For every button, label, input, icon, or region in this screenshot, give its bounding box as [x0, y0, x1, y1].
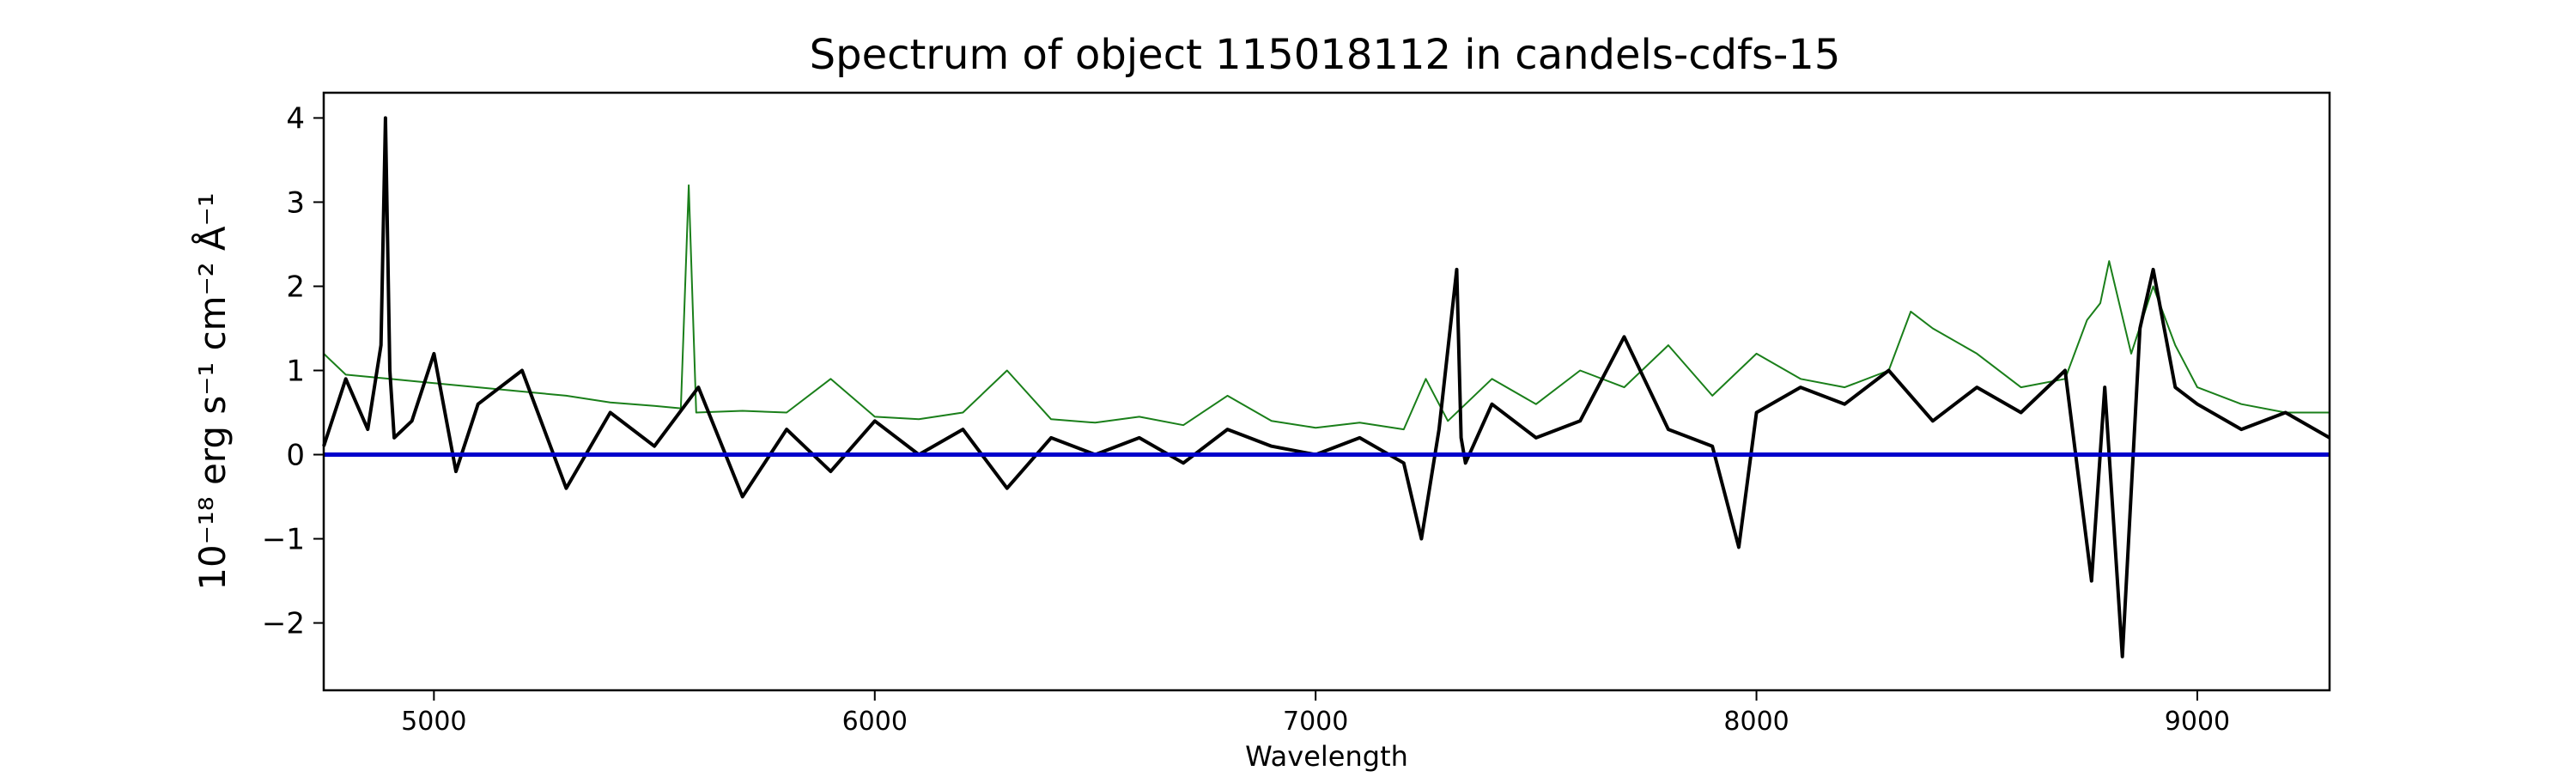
y-axis: −2 −1 0 1 2 3 4	[262, 101, 324, 641]
y-tick-label: −2	[262, 607, 305, 641]
x-tick-label: 8000	[1723, 707, 1789, 737]
y-tick-label: 3	[286, 185, 305, 220]
plot-area	[322, 116, 2330, 659]
series-line-0	[322, 116, 2330, 659]
x-axis-label: Wavelength	[1245, 740, 1408, 773]
chart-title: Spectrum of object 115018112 in candels-…	[810, 31, 1841, 79]
x-tick-label: 5000	[401, 707, 466, 737]
x-tick-label: 9000	[2165, 707, 2230, 737]
axes-frame	[322, 91, 2331, 692]
y-tick-label: 1	[286, 354, 305, 388]
y-tick-label: −1	[262, 523, 305, 557]
series-line-1	[323, 184, 2330, 431]
x-tick-label: 6000	[842, 707, 908, 737]
x-axis: 5000 6000 7000 8000 9000	[401, 690, 2230, 737]
x-tick-label: 7000	[1283, 707, 1348, 737]
y-tick-label: 0	[286, 439, 305, 473]
y-axis-label: 10⁻¹⁸ erg s⁻¹ cm⁻² Å⁻¹	[191, 192, 234, 590]
y-tick-label: 2	[286, 270, 305, 304]
y-tick-label: 4	[286, 101, 305, 136]
